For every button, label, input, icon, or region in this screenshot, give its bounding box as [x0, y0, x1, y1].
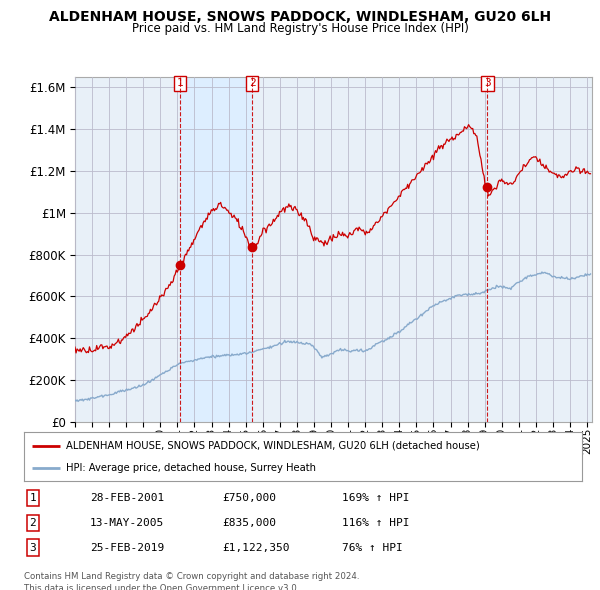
- Text: ALDENHAM HOUSE, SNOWS PADDOCK, WINDLESHAM, GU20 6LH: ALDENHAM HOUSE, SNOWS PADDOCK, WINDLESHA…: [49, 10, 551, 24]
- Text: £835,000: £835,000: [222, 518, 276, 527]
- Text: 169% ↑ HPI: 169% ↑ HPI: [342, 493, 409, 503]
- Text: Contains HM Land Registry data © Crown copyright and database right 2024.: Contains HM Land Registry data © Crown c…: [24, 572, 359, 581]
- Text: 2: 2: [248, 78, 256, 88]
- Text: 3: 3: [29, 543, 37, 552]
- Text: ALDENHAM HOUSE, SNOWS PADDOCK, WINDLESHAM, GU20 6LH (detached house): ALDENHAM HOUSE, SNOWS PADDOCK, WINDLESHA…: [66, 441, 479, 451]
- Text: 13-MAY-2005: 13-MAY-2005: [90, 518, 164, 527]
- Text: £1,122,350: £1,122,350: [222, 543, 290, 552]
- Text: HPI: Average price, detached house, Surrey Heath: HPI: Average price, detached house, Surr…: [66, 463, 316, 473]
- Text: 76% ↑ HPI: 76% ↑ HPI: [342, 543, 403, 552]
- Text: 116% ↑ HPI: 116% ↑ HPI: [342, 518, 409, 527]
- Text: 3: 3: [484, 78, 491, 88]
- Text: 1: 1: [177, 78, 184, 88]
- Text: £750,000: £750,000: [222, 493, 276, 503]
- Text: 28-FEB-2001: 28-FEB-2001: [90, 493, 164, 503]
- Bar: [180, 77, 252, 422]
- Text: Price paid vs. HM Land Registry's House Price Index (HPI): Price paid vs. HM Land Registry's House …: [131, 22, 469, 35]
- Text: 2: 2: [29, 518, 37, 527]
- Text: 1: 1: [29, 493, 37, 503]
- Text: 25-FEB-2019: 25-FEB-2019: [90, 543, 164, 552]
- Text: This data is licensed under the Open Government Licence v3.0.: This data is licensed under the Open Gov…: [24, 584, 299, 590]
